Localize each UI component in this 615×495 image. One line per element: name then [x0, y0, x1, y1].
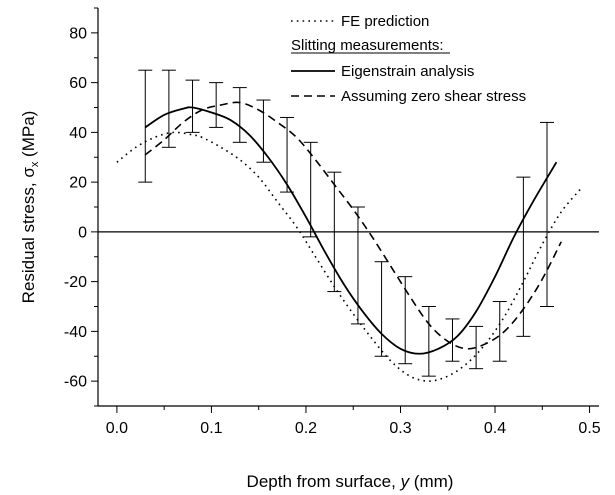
legend: FE prediction Slitting measurements: Eig… [291, 13, 526, 105]
y-tick-label: 60 [69, 75, 87, 92]
x-tick-label: 0.3 [389, 420, 411, 437]
x-tick-label: 0.0 [106, 420, 128, 437]
error-bar [280, 116, 295, 193]
error-bar [256, 99, 271, 163]
legend-label-eigenstrain: Eigenstrain analysis [341, 63, 474, 80]
error-bar [350, 206, 365, 325]
legend-heading: Slitting measurements: [291, 37, 444, 54]
error-bar [540, 121, 555, 307]
error-bar [232, 87, 247, 143]
error-bar [303, 141, 318, 238]
error-bar [398, 276, 413, 365]
error-bar [445, 318, 460, 362]
y-tick-label: -60 [64, 374, 87, 391]
x-tick-label: 0.4 [484, 420, 506, 437]
y-tick-label: 0 [78, 224, 87, 241]
x-axis-label: Depth from surface, y (mm) [247, 472, 454, 491]
error-bar [209, 82, 224, 128]
error-bar [469, 325, 484, 370]
tick-labels: -60 -40 -20 0 20 40 60 80 0.0 0.1 0.2 0.3 0.4 0.5 [64, 25, 601, 437]
series-layer [116, 101, 581, 382]
error-bar [374, 261, 389, 357]
error-bar [421, 306, 436, 377]
error-bar [185, 79, 200, 133]
x-tick-label: 0.5 [578, 420, 600, 437]
y-tick-label: -40 [64, 324, 87, 341]
y-tick-label: -20 [64, 274, 87, 291]
x-tick-label: 0.2 [295, 420, 317, 437]
series-line-eigenstrain-analysis [144, 106, 558, 355]
y-tick-label: 80 [69, 25, 87, 42]
error-bar [492, 301, 507, 362]
legend-label-zero-shear: Assuming zero shear stress [341, 88, 526, 105]
y-tick-label: 20 [69, 175, 87, 192]
series-line-fe-prediction [116, 131, 581, 382]
error-bars [138, 69, 555, 377]
error-bar [516, 176, 531, 337]
y-tick-label: 40 [69, 125, 87, 142]
axes [91, 7, 599, 413]
y-axis-label: Residual stress, σx (MPa) [19, 111, 41, 304]
x-tick-label: 0.1 [200, 420, 222, 437]
error-bar [138, 69, 153, 183]
error-bar [161, 69, 176, 148]
legend-label-fe-prediction: FE prediction [341, 13, 429, 30]
